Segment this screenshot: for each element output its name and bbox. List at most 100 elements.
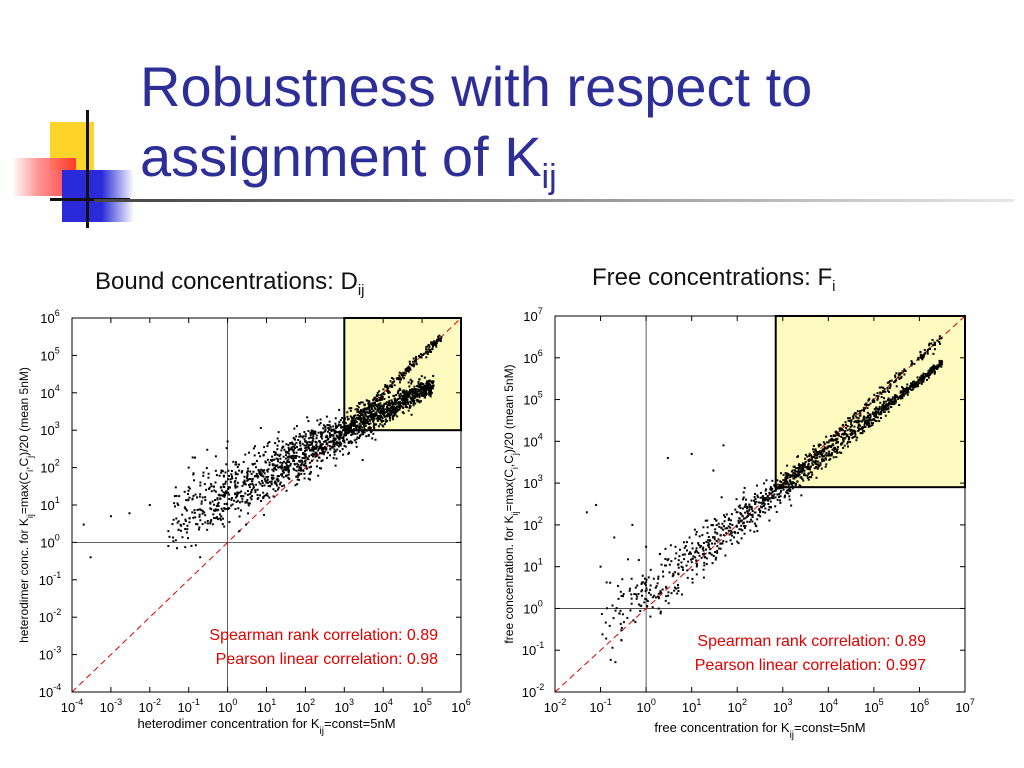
data-point	[712, 555, 715, 558]
data-point	[800, 464, 803, 467]
data-point	[431, 343, 434, 346]
data-point	[695, 547, 698, 550]
data-point	[658, 553, 661, 556]
data-point	[322, 453, 325, 456]
data-point	[754, 498, 757, 501]
data-point	[803, 472, 806, 475]
data-point	[657, 575, 660, 578]
data-point	[905, 386, 908, 389]
data-point	[407, 381, 410, 384]
data-point	[401, 396, 404, 399]
data-point	[385, 401, 388, 404]
data-point	[386, 390, 389, 393]
data-point	[860, 428, 863, 431]
data-point	[372, 414, 375, 417]
data-point	[289, 442, 292, 445]
data-point	[319, 441, 322, 444]
data-point	[425, 382, 428, 385]
data-point	[810, 456, 813, 459]
data-point	[419, 400, 422, 403]
data-point	[790, 482, 793, 485]
data-point	[216, 503, 219, 506]
data-point	[185, 499, 188, 502]
data-point	[381, 412, 384, 415]
data-point	[263, 495, 266, 498]
data-point	[886, 381, 889, 384]
data-point	[714, 531, 717, 534]
data-point	[927, 369, 930, 372]
data-point	[237, 507, 240, 510]
data-point	[825, 451, 828, 454]
data-point	[346, 411, 349, 414]
data-point	[289, 456, 292, 459]
data-point	[270, 480, 273, 483]
data-point	[660, 563, 663, 566]
data-point	[324, 430, 327, 433]
data-point	[668, 563, 671, 566]
data-point	[227, 486, 230, 489]
data-point	[231, 503, 234, 506]
data-point	[891, 396, 894, 399]
data-point	[869, 415, 872, 418]
data-point	[731, 531, 734, 534]
data-point	[210, 490, 213, 493]
data-point	[776, 479, 779, 482]
data-point	[831, 448, 834, 451]
data-point	[681, 553, 684, 556]
data-point	[683, 546, 686, 549]
data-point	[866, 419, 869, 422]
data-point	[884, 414, 887, 417]
data-point	[641, 574, 644, 577]
data-point	[704, 556, 707, 559]
data-point	[355, 445, 358, 448]
data-point	[880, 411, 883, 414]
data-point	[173, 495, 176, 498]
data-point	[388, 391, 391, 394]
data-point	[426, 352, 429, 355]
data-point	[412, 390, 415, 393]
data-point	[611, 646, 614, 649]
data-point	[821, 455, 824, 458]
y-tick-label: 105	[523, 390, 542, 408]
data-point	[628, 589, 631, 592]
data-point	[845, 426, 848, 429]
data-point	[854, 415, 857, 418]
data-point	[324, 428, 327, 431]
data-point	[923, 352, 926, 355]
data-point	[799, 471, 802, 474]
data-point	[677, 572, 680, 575]
data-point	[883, 397, 886, 400]
data-point	[834, 448, 837, 451]
data-point	[605, 607, 608, 610]
data-point	[894, 376, 897, 379]
data-point	[340, 431, 343, 434]
data-point	[250, 498, 253, 501]
data-point	[878, 386, 881, 389]
data-point	[830, 454, 833, 457]
data-point	[294, 447, 297, 450]
data-point	[430, 390, 433, 393]
data-point	[354, 414, 357, 417]
data-point	[404, 404, 407, 407]
data-point	[649, 593, 652, 596]
data-point	[230, 469, 233, 472]
data-point	[870, 421, 873, 424]
data-point	[376, 419, 379, 422]
data-point	[393, 384, 396, 387]
data-point	[327, 437, 330, 440]
data-point	[900, 393, 903, 396]
x-tick-label: 100	[636, 697, 655, 715]
data-point	[744, 525, 747, 528]
data-point	[774, 482, 777, 485]
data-point	[352, 431, 355, 434]
data-point	[926, 374, 929, 377]
y-axis-label-tail: )/20 (mean 5nM)	[17, 367, 31, 456]
data-point	[358, 402, 361, 405]
data-point	[311, 452, 314, 455]
data-point	[725, 540, 728, 543]
data-point	[700, 556, 703, 559]
data-point	[363, 410, 366, 413]
y-axis-label-sub3: j	[25, 456, 35, 459]
data-point	[297, 439, 300, 442]
